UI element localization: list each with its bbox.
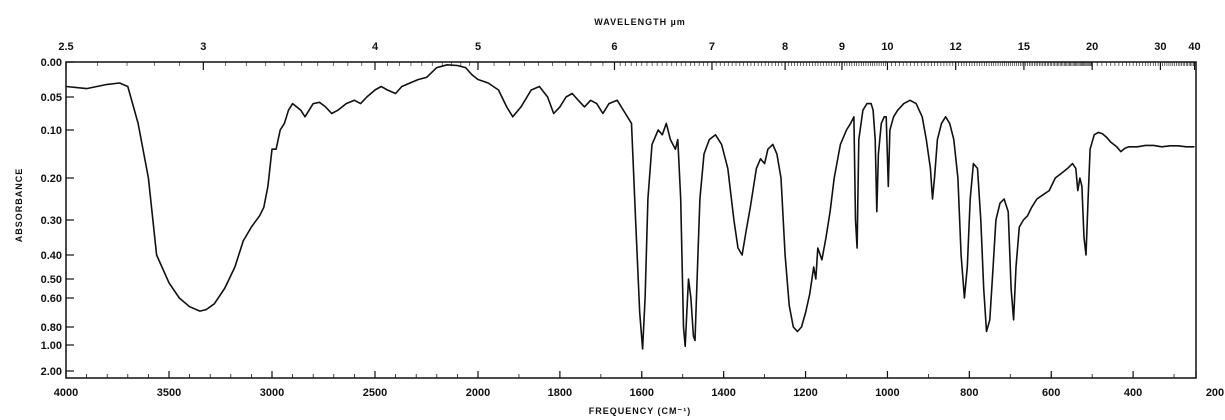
top-tick-label: 20 (1086, 41, 1098, 53)
bottom-tick-label: 400 (1124, 387, 1142, 399)
top-tick-label: 10 (881, 41, 893, 53)
bottom-axis-title: FREQUENCY (CM⁻¹) (589, 406, 692, 416)
bottom-tick-label: 2500 (363, 387, 387, 399)
bottom-tick-label: 1800 (548, 387, 572, 399)
top-tick-label: 5 (475, 41, 481, 53)
top-tick-label: 40 (1188, 41, 1200, 53)
bottom-tick-label: 1400 (711, 387, 735, 399)
left-tick-label: 0.60 (41, 293, 62, 305)
plot-frame (65, 61, 1197, 379)
left-tick-label: 0.05 (41, 92, 62, 104)
top-tick-label: 2.5 (58, 41, 73, 53)
top-tick-label: 9 (839, 41, 845, 53)
left-tick-label: 0.40 (41, 250, 62, 262)
bottom-tick-label: 1600 (630, 387, 654, 399)
top-tick-label: 8 (782, 41, 788, 53)
top-axis: 2.5 3 4 5 6 7 8 9 10 12 15 20 30 40 (58, 41, 1201, 70)
top-axis-title: WAVELENGTH µm (594, 17, 686, 27)
top-tick-label: 12 (950, 41, 962, 53)
left-tick-label: 0.30 (41, 215, 62, 227)
top-tick-label: 4 (372, 41, 379, 53)
bottom-tick-label: 2000 (466, 387, 490, 399)
bottom-tick-label: 200 (1206, 387, 1224, 399)
bottom-tick-label: 600 (1042, 387, 1060, 399)
top-tick-label: 15 (1018, 41, 1030, 53)
top-tick-label: 7 (709, 41, 715, 53)
bottom-tick-label: 3500 (157, 387, 181, 399)
top-tick-label: 3 (200, 41, 206, 53)
spectrum-line (65, 64, 1195, 350)
bottom-tick-label: 1000 (875, 387, 899, 399)
bottom-tick-label: 4000 (54, 387, 78, 399)
bottom-tick-label: 800 (960, 387, 978, 399)
left-axis-title: ABSORBANCE (14, 168, 24, 243)
top-tick-label: 6 (611, 41, 617, 53)
left-tick-label: 0.10 (41, 125, 62, 137)
left-tick-label: 0.20 (41, 173, 62, 185)
left-axis: 0.00 0.05 0.10 0.20 0.30 0.40 0.50 0.60 0.80 1.00… (41, 57, 74, 378)
left-tick-label: 1.00 (41, 340, 62, 352)
bottom-axis: 4000 3500 3000 2500 2000 1800 1600 1400 1200 1000… (54, 371, 1224, 399)
top-tick-label: 30 (1154, 41, 1166, 53)
bottom-tick-label: 3000 (260, 387, 284, 399)
bottom-tick-label: 1200 (793, 387, 817, 399)
left-tick-label: 0.50 (41, 274, 62, 286)
left-tick-label: 2.00 (41, 366, 62, 378)
left-tick-label: 0.80 (41, 322, 62, 334)
left-tick-label: 0.00 (41, 57, 62, 69)
